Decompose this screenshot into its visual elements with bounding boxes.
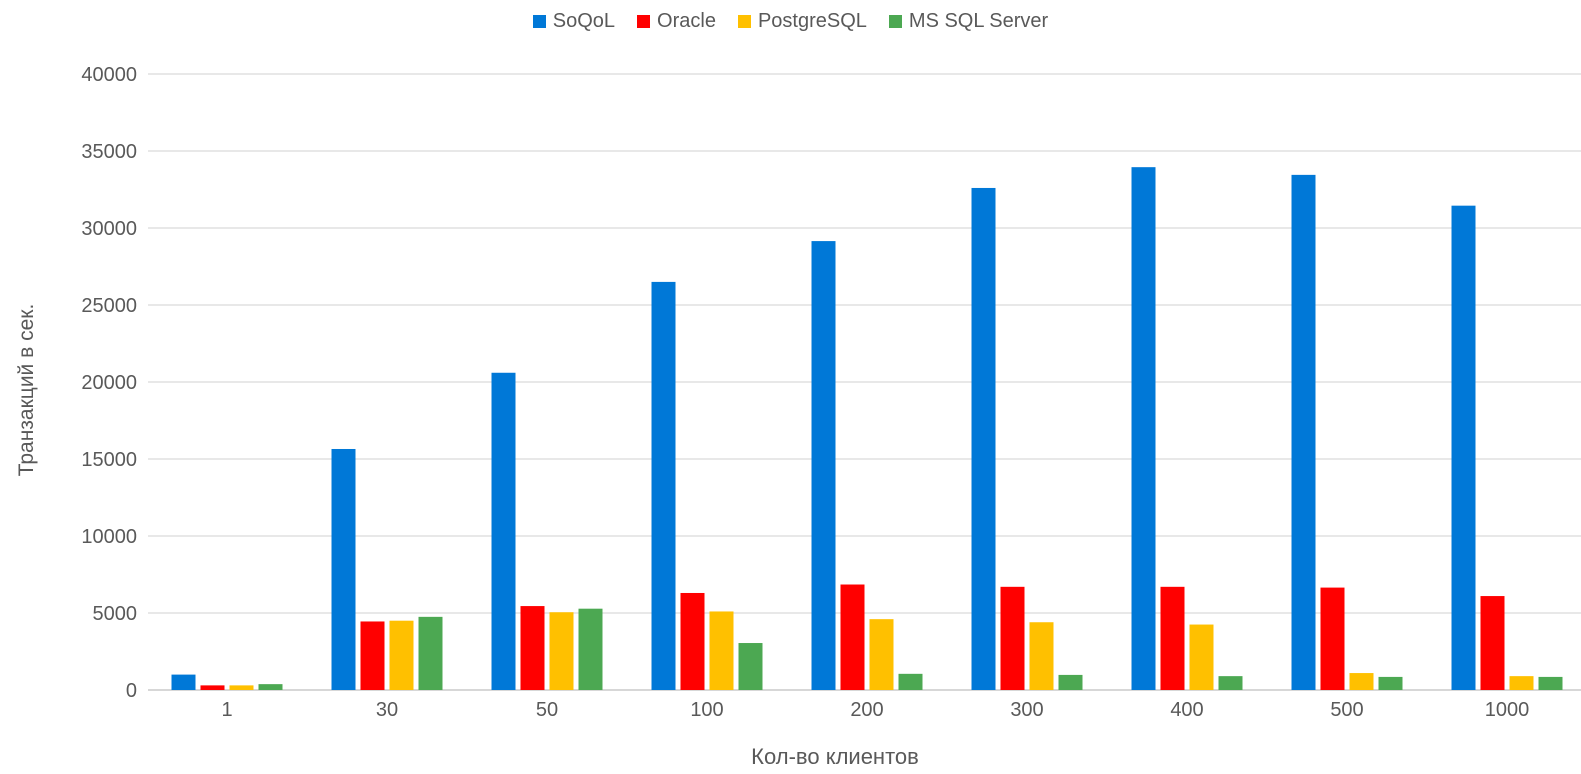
bar-ms-sql-server-30 (418, 616, 443, 690)
legend-item: SoQoL (532, 10, 616, 33)
bar-oracle-400 (1160, 586, 1185, 690)
y-tick-label: 5000 (93, 603, 138, 625)
bar-ms-sql-server-50 (578, 608, 603, 690)
x-tick-label: 50 (536, 699, 558, 721)
bar-soqol-1000 (1451, 205, 1476, 691)
legend-swatch (637, 15, 651, 28)
bar-ms-sql-server-1000 (1538, 676, 1563, 690)
bar-postgresql-1 (229, 685, 254, 690)
legend-item: Oracle (637, 10, 716, 33)
bar-oracle-1000 (1480, 596, 1505, 690)
x-tick-label: 100 (690, 699, 723, 721)
legend-swatch (532, 15, 546, 28)
y-tick-label: 10000 (81, 526, 137, 548)
legend: SoQoL Oracle PostgreSQL MS SQL Server (0, 10, 1581, 33)
bar-oracle-100 (680, 592, 705, 690)
legend-label: MS SQL Server (908, 10, 1049, 32)
bar-oracle-30 (360, 621, 385, 690)
x-tick-label: 1000 (1485, 699, 1530, 721)
bar-oracle-50 (520, 606, 545, 690)
y-tick-label: 30000 (81, 218, 137, 240)
x-tick-label: 1 (221, 699, 232, 721)
legend-swatch (737, 15, 751, 28)
bar-postgresql-400 (1189, 624, 1214, 690)
y-tick-label: 20000 (81, 372, 137, 394)
bar-soqol-50 (491, 372, 516, 690)
legend-item: PostgreSQL (737, 10, 867, 33)
y-tick-label: 25000 (81, 295, 137, 317)
bar-postgresql-300 (1029, 622, 1054, 690)
y-tick-label: 0 (126, 680, 137, 702)
bar-oracle-300 (1000, 586, 1025, 690)
x-tick-label: 30 (376, 699, 398, 721)
bar-ms-sql-server-500 (1378, 676, 1403, 690)
bar-soqol-1 (171, 674, 196, 690)
bar-postgresql-200 (869, 619, 894, 690)
bar-postgresql-500 (1349, 673, 1374, 690)
bar-ms-sql-server-300 (1058, 674, 1083, 690)
legend-label: PostgreSQL (757, 10, 867, 32)
bar-soqol-400 (1131, 167, 1156, 691)
x-tick-label: 300 (1010, 699, 1043, 721)
bar-soqol-300 (971, 187, 996, 690)
y-tick-label: 40000 (81, 64, 137, 86)
bar-soqol-500 (1291, 174, 1316, 690)
legend-label: SoQoL (552, 10, 616, 32)
bar-postgresql-100 (709, 611, 734, 690)
bar-ms-sql-server-1 (258, 684, 283, 690)
bar-postgresql-1000 (1509, 676, 1534, 690)
y-tick-label: 15000 (81, 449, 137, 471)
bar-ms-sql-server-200 (898, 673, 923, 690)
legend-item: MS SQL Server (888, 10, 1049, 33)
bar-ms-sql-server-100 (738, 643, 763, 690)
bar-oracle-200 (840, 584, 865, 690)
legend-swatch (888, 15, 902, 28)
bar-oracle-500 (1320, 587, 1345, 690)
bar-ms-sql-server-400 (1218, 676, 1243, 690)
x-tick-label: 400 (1170, 699, 1203, 721)
x-tick-label: 200 (850, 699, 883, 721)
x-tick-label: 500 (1330, 699, 1363, 721)
bar-soqol-30 (331, 448, 356, 690)
bar-postgresql-30 (389, 620, 414, 690)
x-axis-label: Кол-во клиентов (751, 744, 919, 769)
bar-soqol-200 (811, 241, 836, 690)
y-axis-label: Транзакций в сек. (15, 303, 38, 477)
bar-postgresql-50 (549, 612, 574, 690)
y-tick-label: 35000 (81, 141, 137, 163)
bar-soqol-100 (651, 281, 676, 690)
bar-oracle-1 (200, 685, 225, 690)
legend-label: Oracle (657, 10, 716, 32)
